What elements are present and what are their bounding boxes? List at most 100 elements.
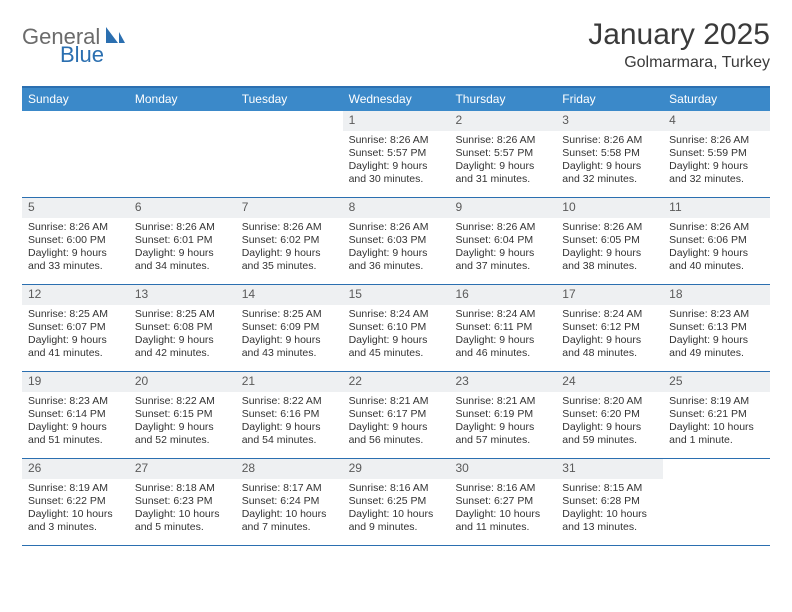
- day-info-line: Daylight: 9 hours: [349, 247, 444, 260]
- day-cell: 14Sunrise: 8:25 AMSunset: 6:09 PMDayligh…: [236, 285, 343, 371]
- day-number: 10: [556, 198, 663, 218]
- day-cell: 13Sunrise: 8:25 AMSunset: 6:08 PMDayligh…: [129, 285, 236, 371]
- brand-text-blue-wrap: Blue: [60, 42, 104, 68]
- day-info-line: Sunrise: 8:26 AM: [135, 221, 230, 234]
- day-info-line: Daylight: 9 hours: [562, 421, 657, 434]
- day-info-line: and 40 minutes.: [669, 260, 764, 273]
- day-info-line: and 57 minutes.: [455, 434, 550, 447]
- day-content: Sunrise: 8:18 AMSunset: 6:23 PMDaylight:…: [129, 479, 236, 539]
- day-info-line: Sunset: 6:17 PM: [349, 408, 444, 421]
- day-number: 22: [343, 372, 450, 392]
- day-number: 26: [22, 459, 129, 479]
- day-content: Sunrise: 8:26 AMSunset: 5:58 PMDaylight:…: [556, 131, 663, 191]
- dow-cell: Saturday: [663, 88, 770, 111]
- day-cell: .: [663, 459, 770, 545]
- day-info-line: and 32 minutes.: [669, 173, 764, 186]
- day-info-line: Sunrise: 8:26 AM: [562, 221, 657, 234]
- day-content: Sunrise: 8:16 AMSunset: 6:27 PMDaylight:…: [449, 479, 556, 539]
- day-info-line: and 37 minutes.: [455, 260, 550, 273]
- week-row: ...1Sunrise: 8:26 AMSunset: 5:57 PMDayli…: [22, 111, 770, 198]
- day-info-line: Sunrise: 8:25 AM: [28, 308, 123, 321]
- day-cell: 31Sunrise: 8:15 AMSunset: 6:28 PMDayligh…: [556, 459, 663, 545]
- day-cell: 9Sunrise: 8:26 AMSunset: 6:04 PMDaylight…: [449, 198, 556, 284]
- day-content: Sunrise: 8:20 AMSunset: 6:20 PMDaylight:…: [556, 392, 663, 452]
- day-info-line: Daylight: 9 hours: [135, 421, 230, 434]
- day-number: 16: [449, 285, 556, 305]
- day-content: Sunrise: 8:25 AMSunset: 6:07 PMDaylight:…: [22, 305, 129, 365]
- day-content: Sunrise: 8:26 AMSunset: 6:01 PMDaylight:…: [129, 218, 236, 278]
- day-cell: 3Sunrise: 8:26 AMSunset: 5:58 PMDaylight…: [556, 111, 663, 197]
- month-title: January 2025: [588, 18, 770, 52]
- weeks-container: ...1Sunrise: 8:26 AMSunset: 5:57 PMDayli…: [22, 111, 770, 546]
- day-number: 24: [556, 372, 663, 392]
- day-info-line: Sunrise: 8:15 AM: [562, 482, 657, 495]
- day-info-line: and 49 minutes.: [669, 347, 764, 360]
- day-info-line: Daylight: 10 hours: [28, 508, 123, 521]
- day-info-line: Sunset: 6:13 PM: [669, 321, 764, 334]
- day-content: Sunrise: 8:26 AMSunset: 6:03 PMDaylight:…: [343, 218, 450, 278]
- day-info-line: Daylight: 9 hours: [28, 247, 123, 260]
- day-info-line: Sunset: 6:03 PM: [349, 234, 444, 247]
- day-info-line: Sunrise: 8:21 AM: [455, 395, 550, 408]
- day-cell: 5Sunrise: 8:26 AMSunset: 6:00 PMDaylight…: [22, 198, 129, 284]
- day-number: 25: [663, 372, 770, 392]
- day-info-line: Sunset: 5:58 PM: [562, 147, 657, 160]
- day-info-line: Sunset: 6:23 PM: [135, 495, 230, 508]
- day-info-line: Sunrise: 8:26 AM: [28, 221, 123, 234]
- day-info-line: Sunset: 6:06 PM: [669, 234, 764, 247]
- day-info-line: Daylight: 9 hours: [562, 334, 657, 347]
- day-cell: 28Sunrise: 8:17 AMSunset: 6:24 PMDayligh…: [236, 459, 343, 545]
- day-info-line: Daylight: 9 hours: [28, 421, 123, 434]
- day-info-line: Daylight: 9 hours: [562, 160, 657, 173]
- day-info-line: and 5 minutes.: [135, 521, 230, 534]
- dow-cell: Sunday: [22, 88, 129, 111]
- day-number: 29: [343, 459, 450, 479]
- day-info-line: and 32 minutes.: [562, 173, 657, 186]
- day-info-line: Daylight: 9 hours: [455, 334, 550, 347]
- day-number: 7: [236, 198, 343, 218]
- day-content: Sunrise: 8:16 AMSunset: 6:25 PMDaylight:…: [343, 479, 450, 539]
- day-info-line: Sunset: 6:14 PM: [28, 408, 123, 421]
- day-content: Sunrise: 8:24 AMSunset: 6:11 PMDaylight:…: [449, 305, 556, 365]
- day-info-line: and 33 minutes.: [28, 260, 123, 273]
- day-info-line: Sunrise: 8:26 AM: [349, 221, 444, 234]
- day-of-week-header: SundayMondayTuesdayWednesdayThursdayFrid…: [22, 88, 770, 111]
- day-info-line: and 11 minutes.: [455, 521, 550, 534]
- day-content: Sunrise: 8:19 AMSunset: 6:21 PMDaylight:…: [663, 392, 770, 452]
- week-row: 26Sunrise: 8:19 AMSunset: 6:22 PMDayligh…: [22, 459, 770, 546]
- day-number: 5: [22, 198, 129, 218]
- day-info-line: and 34 minutes.: [135, 260, 230, 273]
- day-content: Sunrise: 8:26 AMSunset: 6:02 PMDaylight:…: [236, 218, 343, 278]
- day-cell: 17Sunrise: 8:24 AMSunset: 6:12 PMDayligh…: [556, 285, 663, 371]
- day-info-line: Sunrise: 8:22 AM: [135, 395, 230, 408]
- day-content: Sunrise: 8:26 AMSunset: 6:00 PMDaylight:…: [22, 218, 129, 278]
- day-info-line: Sunrise: 8:26 AM: [455, 134, 550, 147]
- day-info-line: Daylight: 9 hours: [135, 247, 230, 260]
- day-info-line: Sunrise: 8:22 AM: [242, 395, 337, 408]
- dow-cell: Wednesday: [343, 88, 450, 111]
- day-info-line: and 38 minutes.: [562, 260, 657, 273]
- day-cell: 19Sunrise: 8:23 AMSunset: 6:14 PMDayligh…: [22, 372, 129, 458]
- day-info-line: Sunset: 6:21 PM: [669, 408, 764, 421]
- day-info-line: Sunset: 5:57 PM: [349, 147, 444, 160]
- day-cell: .: [22, 111, 129, 197]
- day-info-line: Sunrise: 8:26 AM: [349, 134, 444, 147]
- title-block: January 2025 Golmarmara, Turkey: [588, 18, 770, 72]
- day-info-line: Sunset: 6:07 PM: [28, 321, 123, 334]
- day-info-line: and 1 minute.: [669, 434, 764, 447]
- day-info-line: Sunrise: 8:17 AM: [242, 482, 337, 495]
- day-info-line: Sunset: 6:02 PM: [242, 234, 337, 247]
- day-number: 9: [449, 198, 556, 218]
- dow-cell: Monday: [129, 88, 236, 111]
- day-info-line: Sunrise: 8:25 AM: [242, 308, 337, 321]
- day-info-line: Sunrise: 8:26 AM: [455, 221, 550, 234]
- day-info-line: Sunset: 6:11 PM: [455, 321, 550, 334]
- day-cell: 11Sunrise: 8:26 AMSunset: 6:06 PMDayligh…: [663, 198, 770, 284]
- day-info-line: Sunrise: 8:21 AM: [349, 395, 444, 408]
- day-cell: .: [129, 111, 236, 197]
- day-info-line: and 42 minutes.: [135, 347, 230, 360]
- day-info-line: Sunrise: 8:24 AM: [562, 308, 657, 321]
- day-info-line: Sunset: 6:00 PM: [28, 234, 123, 247]
- day-number: 20: [129, 372, 236, 392]
- week-row: 19Sunrise: 8:23 AMSunset: 6:14 PMDayligh…: [22, 372, 770, 459]
